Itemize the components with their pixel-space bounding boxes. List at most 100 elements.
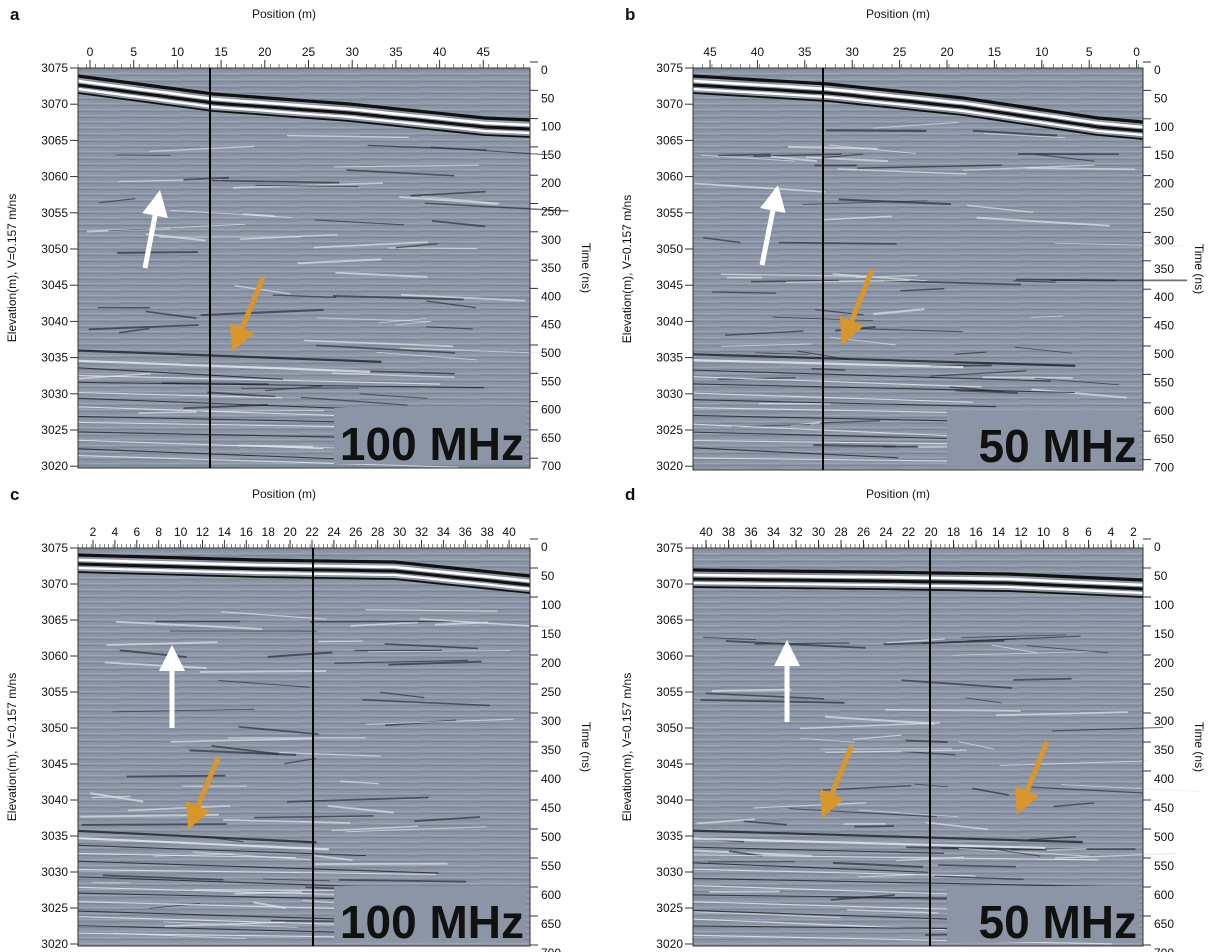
deep-layer	[77, 359, 371, 373]
reflector	[901, 750, 956, 756]
reflector	[332, 294, 464, 301]
reflector	[279, 751, 381, 757]
surface-reflection	[77, 74, 531, 122]
y2-tick-label: 0	[541, 63, 548, 77]
reflector	[242, 213, 275, 218]
y2-tick-label: 600	[1154, 888, 1174, 902]
reflector	[925, 821, 989, 831]
y2-tick-label: 400	[541, 772, 561, 786]
reflector	[313, 241, 428, 249]
reflector	[905, 739, 948, 743]
reflector	[331, 825, 419, 832]
x-tick-label: 20	[924, 525, 938, 539]
reflector	[952, 651, 1095, 656]
deep-layer	[692, 846, 945, 854]
reflector	[954, 389, 1019, 394]
y2-tick-label: 50	[1154, 91, 1168, 105]
reflector	[193, 889, 337, 892]
y-tick-label: 3040	[656, 793, 683, 807]
reflector	[207, 391, 276, 398]
reflector	[693, 849, 812, 858]
y2-tick-label: 150	[1154, 627, 1174, 641]
deep-layer	[77, 876, 384, 888]
arrow-shaft	[142, 215, 158, 269]
y-tick-label: 3065	[656, 613, 683, 627]
reflector	[267, 651, 333, 658]
reflector	[712, 291, 776, 294]
y-tick-label: 3025	[656, 423, 683, 437]
y2-tick-label: 100	[1154, 598, 1174, 612]
deep-layer	[77, 448, 363, 461]
y-tick-label: 3030	[41, 865, 68, 879]
surface-reflection	[77, 562, 531, 587]
reflector	[104, 661, 207, 669]
reflector	[1031, 315, 1064, 318]
label-box	[947, 886, 1139, 942]
reflector	[1031, 388, 1127, 399]
reflector	[857, 874, 915, 878]
reflector	[726, 640, 866, 649]
y-tick-label: 3025	[656, 901, 683, 915]
y2-tick-label: 600	[1154, 404, 1174, 418]
y-tick-label: 3050	[656, 242, 683, 256]
y2-tick-label: 300	[1154, 714, 1174, 728]
y-tick-label: 3025	[41, 423, 68, 437]
deep-layer	[692, 399, 997, 408]
x-tick-label: 4	[1108, 525, 1115, 539]
reflector	[991, 644, 1038, 654]
surface-reflection	[692, 573, 1144, 587]
reflector	[401, 293, 526, 302]
reflector	[333, 164, 479, 168]
reflector	[332, 372, 455, 378]
reflector	[954, 351, 987, 355]
reflector	[1025, 167, 1136, 171]
reflector	[200, 308, 324, 317]
y-tick-label: 3050	[41, 242, 68, 256]
reflector	[1014, 346, 1073, 354]
reflector	[886, 638, 945, 644]
reflector	[234, 285, 291, 295]
x-tick-label: 6	[1085, 525, 1092, 539]
reflector	[359, 393, 428, 399]
reflector	[286, 134, 409, 139]
reflector	[962, 164, 1095, 171]
x-tick-label: 10	[174, 525, 188, 539]
surface-reflection	[692, 577, 1144, 591]
x-tick-label: 22	[305, 525, 319, 539]
reflector	[847, 909, 939, 914]
reflector	[982, 376, 1073, 379]
y2-tick-label: 550	[1154, 375, 1174, 389]
reflector	[965, 697, 1002, 704]
y-tick-label: 3055	[656, 685, 683, 699]
x-tick-label: 36	[459, 525, 473, 539]
x-tick-label: 15	[988, 45, 1002, 59]
reflector	[420, 195, 501, 204]
x-tick-label: 20	[940, 45, 954, 59]
reflector	[272, 294, 337, 298]
reflector	[958, 741, 994, 750]
x-tick-label: 30	[846, 45, 860, 59]
reflector	[961, 634, 1067, 639]
reflector	[183, 176, 230, 181]
deep-layer	[77, 844, 366, 857]
reflector	[693, 911, 841, 919]
y-tick-label: 3045	[656, 757, 683, 771]
reflector	[995, 711, 1128, 717]
reflector	[300, 396, 408, 406]
x-tick-label: 10	[171, 45, 185, 59]
y2-tick-label: 350	[1154, 262, 1174, 276]
reflector	[189, 749, 297, 756]
deep-layer	[692, 877, 1111, 888]
y-tick-label: 3025	[41, 901, 68, 915]
y-tick-label: 3020	[41, 459, 68, 473]
surface-reflection	[77, 92, 531, 138]
reflector	[218, 679, 310, 688]
y-tick-label: 3055	[656, 206, 683, 220]
surface-reflection	[77, 87, 531, 135]
reflector	[696, 818, 755, 825]
reflector	[885, 708, 1021, 712]
reflector	[203, 410, 325, 412]
y-tick-label: 3070	[656, 97, 683, 111]
panel-letter: a	[10, 5, 20, 24]
x-tick-label: 22	[902, 525, 916, 539]
